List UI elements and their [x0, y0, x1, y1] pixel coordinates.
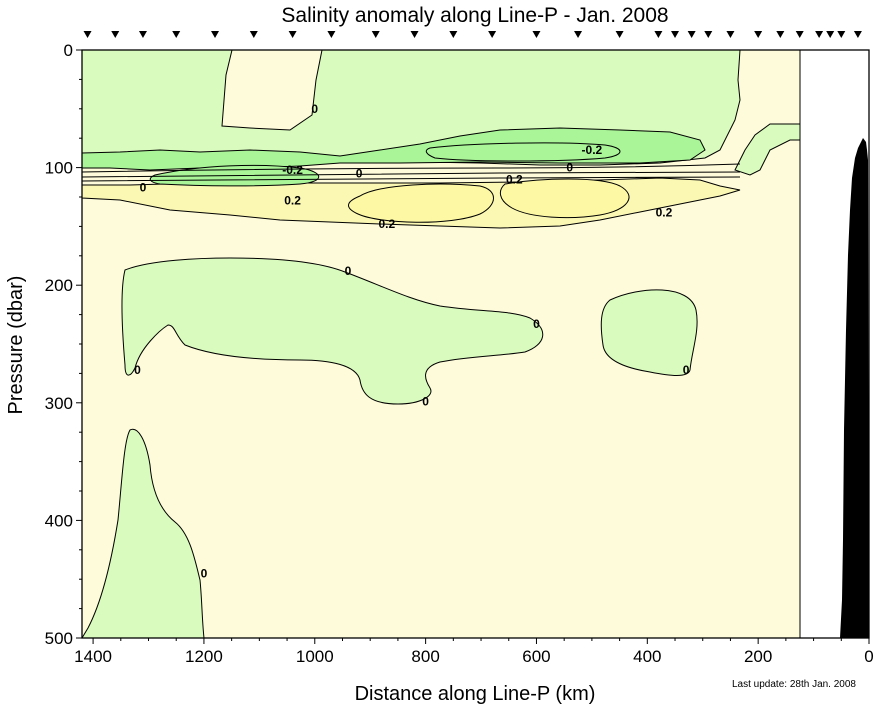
station-markers	[83, 31, 862, 38]
mid-negative-region	[121, 257, 543, 405]
chart-title: Salinity anomaly along Line-P - Jan. 200…	[281, 4, 668, 27]
station-marker	[687, 31, 696, 38]
thermocline-line-2	[81, 171, 741, 178]
contour-label: -0.2	[282, 163, 303, 177]
contour-labels: 0 -0.2 -0.2 0 0 0 0.2 0.2 0.2 0.2 0 0 0 0 0 0	[134, 102, 690, 581]
contour-label: 0.2	[378, 217, 395, 231]
station-marker	[671, 31, 680, 38]
y-tick-label: 500	[45, 629, 73, 648]
station-marker	[754, 31, 763, 38]
contour-label: 0	[311, 102, 318, 116]
station-marker	[574, 31, 583, 38]
x-tick-label: 200	[744, 647, 772, 666]
y-tick-label: 400	[45, 511, 73, 530]
positive-lens-right	[499, 178, 630, 219]
contour-label: 0	[422, 395, 429, 409]
station-marker	[837, 31, 846, 38]
x-tick-label: 400	[633, 647, 661, 666]
thermocline-line-3	[81, 176, 741, 182]
station-marker	[83, 31, 92, 38]
contour-label: 0	[356, 166, 363, 180]
station-marker	[654, 31, 663, 38]
contour-label: 0	[140, 181, 147, 195]
strong-negative-core-right	[425, 142, 621, 162]
x-tick-label: 600	[522, 647, 550, 666]
y-tick-label: 100	[45, 159, 73, 178]
station-marker	[795, 31, 804, 38]
station-marker	[249, 31, 258, 38]
station-marker	[532, 31, 541, 38]
thermocline-line-1	[81, 163, 741, 173]
contour-label: 0	[345, 264, 352, 278]
contour-label: 0.2	[284, 194, 301, 208]
contour-label: 0.2	[656, 205, 673, 219]
station-marker	[327, 31, 336, 38]
right-shelf-region	[734, 123, 801, 176]
positive-lens-left	[348, 183, 494, 223]
station-marker	[815, 31, 824, 38]
y-tick-label: 200	[45, 276, 73, 295]
deep-negative-region	[81, 428, 205, 639]
last-update-note: Last update: 28th Jan. 2008	[732, 679, 856, 690]
station-marker	[288, 31, 297, 38]
contour-label: -0.2	[582, 143, 603, 157]
contour-label: 0	[683, 363, 690, 377]
station-marker	[488, 31, 497, 38]
station-marker	[704, 31, 713, 38]
x-tick-label: 800	[411, 647, 439, 666]
station-marker	[826, 31, 835, 38]
x-tick-label: 1200	[185, 647, 223, 666]
contour-label: 0	[566, 161, 573, 175]
x-tick-label: 0	[864, 647, 873, 666]
station-marker	[111, 31, 120, 38]
station-marker	[776, 31, 785, 38]
mid-negative-region-right	[600, 289, 698, 376]
plot-area	[81, 49, 870, 639]
x-axis-label: Distance along Line-P (km)	[355, 683, 596, 705]
contour-label: 0.2	[506, 172, 523, 186]
station-marker	[449, 31, 458, 38]
x-tick-label: 1400	[74, 647, 112, 666]
x-axis: 1400 1200 1000 800 600 400 200 0	[74, 638, 874, 666]
station-marker	[853, 31, 862, 38]
station-marker	[371, 31, 380, 38]
y-tick-label: 0	[64, 41, 73, 60]
station-marker	[726, 31, 735, 38]
station-marker	[211, 31, 220, 38]
y-axis: 0 100 200 300 400 500	[45, 41, 82, 648]
y-tick-label: 300	[45, 394, 73, 413]
station-marker	[615, 31, 624, 38]
contour-label: 0	[134, 363, 141, 377]
y-axis-label: Pressure (dbar)	[5, 276, 27, 415]
x-tick-label: 1000	[296, 647, 334, 666]
station-marker	[172, 31, 181, 38]
station-marker	[410, 31, 419, 38]
contour-label: 0	[533, 317, 540, 331]
station-marker	[138, 31, 147, 38]
bathymetry	[840, 138, 869, 638]
contour-label: 0	[201, 566, 208, 580]
